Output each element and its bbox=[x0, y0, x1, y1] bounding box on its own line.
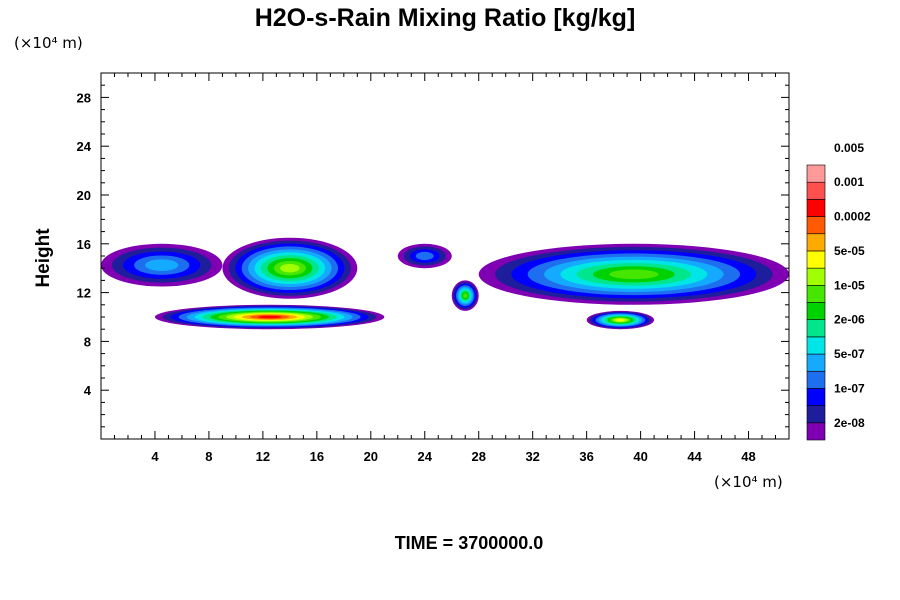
colorbar-swatch bbox=[806, 199, 826, 217]
colorbar-label: 1e-07 bbox=[834, 381, 865, 395]
x-unit-label: (×10⁴ m) bbox=[714, 473, 783, 491]
x-tick-label: 36 bbox=[579, 449, 593, 464]
y-tick-label: 20 bbox=[77, 188, 91, 203]
colorbar-swatch bbox=[806, 302, 826, 320]
x-tick-label: 20 bbox=[364, 449, 378, 464]
colorbar-swatch bbox=[806, 164, 826, 183]
colorbar-swatch bbox=[806, 319, 826, 338]
x-tick-label: 44 bbox=[687, 449, 702, 464]
colorbar-swatch bbox=[806, 285, 826, 303]
x-tick-label: 4 bbox=[151, 449, 159, 464]
y-tick-label: 12 bbox=[77, 286, 91, 301]
x-tick-label: 40 bbox=[633, 449, 647, 464]
y-axis-label: Height bbox=[33, 228, 54, 288]
colorbar-swatch bbox=[806, 181, 826, 200]
colorbar-swatch bbox=[806, 267, 826, 286]
colorbar-label: 5e-05 bbox=[834, 244, 865, 258]
plot-area bbox=[101, 237, 789, 330]
colorbar-label: 0.001 bbox=[834, 175, 864, 189]
y-tick-label: 8 bbox=[84, 334, 91, 349]
contour-fill-upper-layer-mid bbox=[415, 251, 434, 261]
x-tick-label: 28 bbox=[471, 449, 485, 464]
contour-fill-upper-layer-center bbox=[280, 263, 300, 273]
colorbar-label: 0.005 bbox=[834, 141, 864, 155]
colorbar-label: 1e-05 bbox=[834, 278, 865, 292]
chart-title: H2O-s-Rain Mixing Ratio [kg/kg] bbox=[255, 4, 636, 32]
x-tick-label: 12 bbox=[256, 449, 270, 464]
y-axis: 4 8 12 16 20 24 28 bbox=[77, 84, 789, 428]
contour-fill-lower-band bbox=[257, 315, 282, 319]
y-tick-label: 24 bbox=[77, 139, 92, 154]
colorbar-swatch bbox=[806, 353, 826, 372]
x-axis: 4 8 12 16 20 24 28 32 36 40 44 48 bbox=[113, 73, 777, 464]
colorbar-swatch bbox=[806, 216, 826, 235]
contour-fill-isolated-cell bbox=[463, 293, 468, 299]
x-tick-label: 16 bbox=[310, 449, 324, 464]
x-tick-label: 32 bbox=[525, 449, 539, 464]
contour-fill-upper-layer-west bbox=[145, 259, 179, 271]
colorbar-swatch bbox=[806, 370, 826, 389]
colorbar-label: 5e-07 bbox=[834, 347, 865, 361]
colorbar-swatch bbox=[806, 233, 826, 252]
y-tick-label: 4 bbox=[84, 383, 92, 398]
y-tick-label: 16 bbox=[77, 237, 91, 252]
y-tick-label: 28 bbox=[77, 90, 91, 105]
colorbar-swatch bbox=[806, 405, 826, 424]
contour-fill-upper-layer-east bbox=[609, 269, 659, 280]
colorbar: 2e-08 1e-07 5e-07 2e-06 1e-05 5e-05 0.0002 0.00… bbox=[806, 141, 871, 441]
colorbar-swatch bbox=[806, 336, 826, 355]
colorbar-swatch bbox=[806, 388, 826, 406]
contour-fill-lower-band-east bbox=[615, 318, 625, 322]
colorbar-label: 2e-08 bbox=[834, 416, 865, 430]
x-tick-label: 24 bbox=[418, 449, 433, 464]
x-tick-label: 8 bbox=[205, 449, 212, 464]
colorbar-label: 0.0002 bbox=[834, 210, 871, 224]
time-label: TIME = 3700000.0 bbox=[395, 533, 544, 553]
colorbar-label: 2e-06 bbox=[834, 313, 865, 327]
colorbar-swatch bbox=[806, 250, 826, 269]
y-unit-label: (×10⁴ m) bbox=[14, 34, 83, 52]
colorbar-swatch bbox=[806, 422, 826, 441]
x-tick-label: 48 bbox=[741, 449, 755, 464]
